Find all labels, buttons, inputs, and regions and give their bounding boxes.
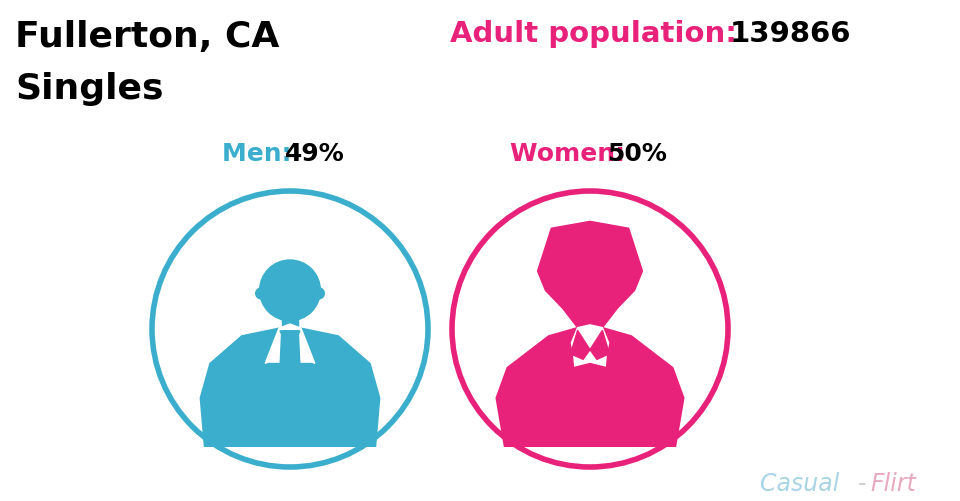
Text: Singles: Singles	[15, 72, 163, 106]
Text: Casual: Casual	[760, 471, 839, 495]
Polygon shape	[590, 331, 610, 360]
Circle shape	[259, 261, 321, 321]
Text: 49%: 49%	[285, 142, 345, 166]
Text: 139866: 139866	[730, 20, 852, 48]
Polygon shape	[265, 324, 315, 364]
Circle shape	[152, 191, 428, 467]
Text: Flirt: Flirt	[870, 471, 916, 495]
Polygon shape	[570, 331, 590, 360]
Polygon shape	[201, 329, 380, 446]
Text: Men:: Men:	[222, 142, 300, 166]
Polygon shape	[278, 331, 301, 416]
Text: -: -	[858, 471, 867, 495]
Text: Women:: Women:	[510, 142, 634, 166]
Text: 50%: 50%	[607, 142, 667, 166]
FancyBboxPatch shape	[281, 312, 299, 329]
Text: Adult population:: Adult population:	[450, 20, 747, 48]
Polygon shape	[571, 325, 609, 365]
Text: Fullerton, CA: Fullerton, CA	[15, 20, 279, 54]
Circle shape	[313, 289, 324, 299]
Circle shape	[452, 191, 728, 467]
Polygon shape	[496, 328, 684, 446]
Circle shape	[255, 289, 267, 299]
Polygon shape	[280, 331, 300, 341]
Polygon shape	[538, 222, 642, 328]
